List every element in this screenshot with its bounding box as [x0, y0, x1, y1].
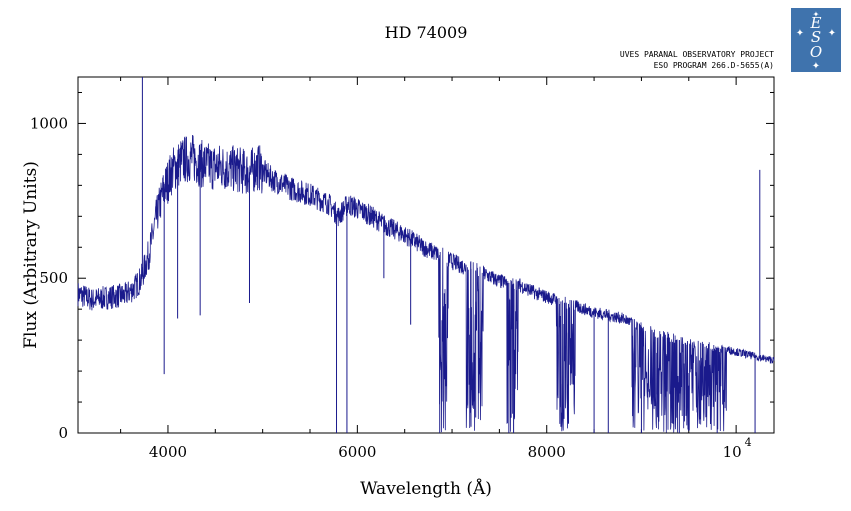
- y-tick-label: 0: [58, 424, 68, 442]
- y-axis-label: Flux (Arbitrary Units): [21, 161, 41, 349]
- x-tick-label-exponent: 4: [745, 436, 752, 449]
- x-tick-label: 6000: [338, 443, 376, 461]
- x-tick-label-power: 10: [723, 443, 742, 461]
- star-icon: ✦: [828, 28, 836, 39]
- series-layer: [77, 77, 775, 433]
- eso-logo: E S O ✦ ✦ ✦ ✦: [791, 8, 841, 72]
- eso-logo-mark: E S O ✦ ✦ ✦ ✦: [796, 10, 836, 72]
- x-axis-label: Wavelength (Å): [360, 478, 492, 499]
- eso-logo-s: S: [811, 28, 821, 46]
- x-tick-label: 8000: [528, 443, 566, 461]
- star-icon: ✦: [812, 61, 820, 72]
- spectrum-series-line: [77, 134, 775, 433]
- eso-logo-e: E: [810, 14, 822, 32]
- chart-title: HD 74009: [385, 23, 468, 42]
- tick-labels: 4000 6000 8000 104 0 500 1000: [30, 114, 752, 461]
- eso-logo-o: O: [810, 43, 822, 61]
- star-icon: ✦: [796, 28, 804, 39]
- y-tick-label: 500: [39, 269, 68, 287]
- star-icon: ✦: [813, 10, 820, 19]
- plot-frame: [77, 76, 775, 434]
- chart-subtitle-line-1: UVES PARANAL OBSERVATORY PROJECT: [620, 50, 774, 59]
- chart-subtitle-line-2: ESO PROGRAM 266.D-5655(A): [654, 61, 774, 70]
- x-tick-label: 4000: [149, 443, 187, 461]
- minor-ticks: [78, 77, 774, 434]
- y-tick-label: 1000: [30, 114, 68, 132]
